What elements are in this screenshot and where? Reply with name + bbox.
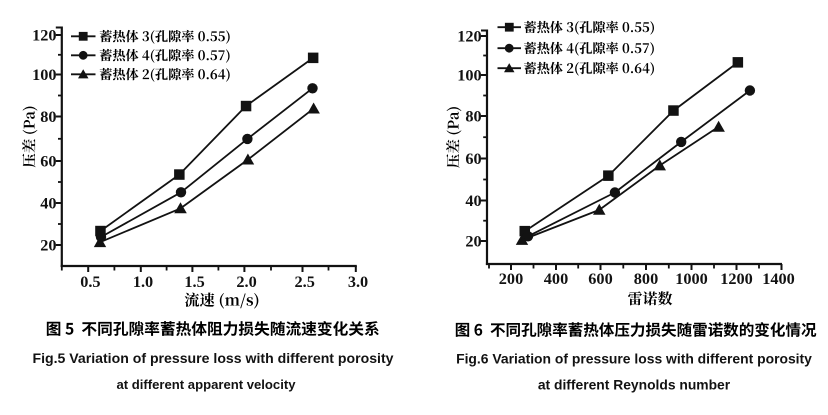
svg-text:Fig.5 Variation of pressure l: Fig.5 Variation of pressure loss with di… — [32, 350, 393, 366]
svg-text:1400: 1400 — [762, 269, 795, 288]
svg-text:1.5: 1.5 — [184, 272, 204, 291]
svg-text:20: 20 — [40, 236, 56, 255]
svg-text:120: 120 — [457, 27, 481, 46]
svg-text:400: 400 — [544, 269, 568, 288]
svg-text:120: 120 — [32, 26, 56, 45]
svg-text:2.5: 2.5 — [295, 272, 315, 291]
svg-text:2.0: 2.0 — [236, 272, 256, 291]
svg-text:80: 80 — [465, 107, 481, 126]
svg-text:1.0: 1.0 — [133, 272, 153, 291]
svg-text:60: 60 — [465, 149, 481, 168]
svg-text:1200: 1200 — [720, 269, 753, 288]
svg-text:200: 200 — [499, 269, 523, 288]
svg-text:3.0: 3.0 — [348, 272, 368, 291]
svg-text:at different Reynolds number: at different Reynolds number — [538, 377, 731, 393]
svg-text:1000: 1000 — [675, 269, 708, 288]
svg-text:at different apparent velocity: at different apparent velocity — [117, 377, 297, 392]
svg-text:100: 100 — [457, 66, 481, 85]
svg-text:40: 40 — [465, 191, 481, 210]
svg-text:800: 800 — [634, 269, 658, 288]
svg-text:80: 80 — [40, 107, 56, 126]
svg-text:20: 20 — [465, 232, 481, 251]
svg-text:100: 100 — [32, 65, 56, 84]
svg-text:Fig.6 Variation of pressure l: Fig.6 Variation of pressure loss with di… — [456, 351, 812, 367]
svg-text:40: 40 — [40, 194, 56, 213]
svg-text:600: 600 — [588, 269, 612, 288]
svg-text:0.5: 0.5 — [80, 272, 100, 291]
svg-text:60: 60 — [40, 152, 56, 171]
